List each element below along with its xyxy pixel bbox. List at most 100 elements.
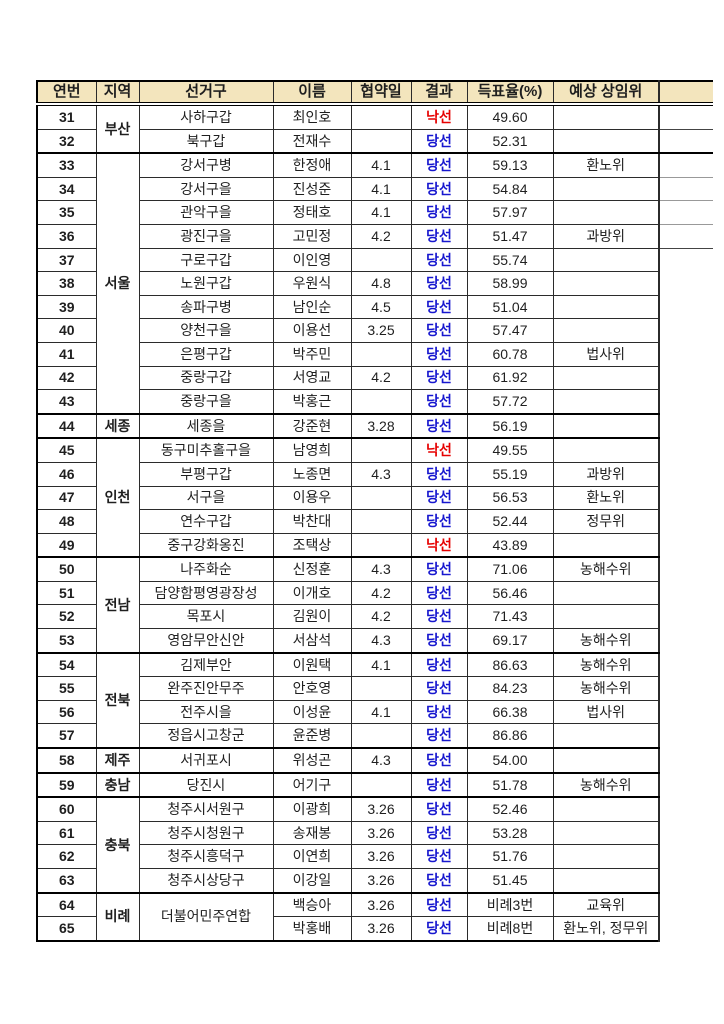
committee-cell: 농해수위 — [552, 652, 660, 678]
row-number-cell: 59 — [36, 772, 97, 799]
row-number-cell: 52 — [36, 604, 97, 630]
name-cell: 이개호 — [272, 580, 352, 606]
row-number-cell: 36 — [36, 223, 97, 249]
table-row: 48 연수구갑 박찬대 당선 52.44 정무위 — [36, 509, 713, 534]
agreement-date-cell — [350, 772, 412, 799]
name-cell: 박주민 — [272, 341, 352, 367]
vote-rate-cell: 56.53 — [466, 485, 554, 511]
district-cell: 당진시 — [138, 772, 274, 799]
row-number-cell: 39 — [36, 294, 97, 320]
result-cell: 당선 — [410, 820, 468, 846]
result-cell: 당선 — [410, 461, 468, 487]
result-cell: 당선 — [410, 628, 468, 654]
vote-rate-cell: 49.55 — [466, 437, 554, 463]
table-row: 60 충북 청주시서원구 이광희 3.26 당선 52.46 — [36, 796, 713, 894]
agreement-date-cell: 3.26 — [350, 844, 412, 869]
table-row: 33 서울 강서구병 한정애 4.1 당선 59.13 환노위 — [36, 152, 713, 415]
name-cell: 위성곤 — [272, 747, 352, 774]
vote-rate-cell: 86.63 — [466, 652, 554, 678]
name-cell: 박홍배 — [272, 916, 352, 942]
column-header-2: 지역 — [95, 80, 140, 106]
result-cell: 당선 — [410, 389, 468, 415]
committee-cell: 법사위 — [552, 699, 660, 725]
name-cell: 전재수 — [272, 128, 352, 155]
agreement-date-cell: 4.5 — [350, 294, 412, 320]
committee-cell — [552, 747, 660, 774]
table-row: 51 담양함평영광장성 이개호 4.2 당선 56.46 — [36, 580, 713, 606]
result-cell: 당선 — [410, 200, 468, 225]
agreement-date-cell — [350, 341, 412, 367]
vote-rate-cell: 51.76 — [466, 844, 554, 869]
result-cell: 낙선 — [410, 437, 468, 463]
name-cell: 서삼석 — [272, 628, 352, 654]
cutoff-column-cell — [658, 580, 713, 605]
row-number-cell: 51 — [36, 580, 97, 606]
result-cell: 당선 — [410, 676, 468, 701]
agreement-date-cell: 4.1 — [350, 200, 412, 225]
row-number-cell: 47 — [36, 485, 97, 511]
committee-cell: 과방위 — [552, 223, 660, 249]
name-cell: 최인호 — [272, 103, 352, 130]
vote-rate-cell: 69.17 — [466, 628, 554, 654]
cutoff-column-cell — [658, 820, 713, 845]
cutoff-column-cell — [658, 867, 713, 893]
cutoff-column-cell — [658, 223, 713, 249]
committee-cell — [552, 318, 660, 343]
table-row: 34 강서구을 진성준 4.1 당선 54.84 — [36, 176, 713, 202]
district-cell: 김제부안 — [138, 652, 274, 678]
committee-cell — [552, 200, 660, 225]
row-number-cell: 31 — [36, 103, 97, 130]
district-cell: 노원구갑 — [138, 271, 274, 296]
result-cell: 당선 — [410, 365, 468, 391]
column-header-5: 협약일 — [350, 80, 412, 106]
table-row: 46 부평구갑 노종면 4.3 당선 55.19 과방위 — [36, 461, 713, 487]
agreement-date-cell — [350, 247, 412, 273]
cutoff-column-cell — [658, 747, 713, 773]
committee-cell — [552, 103, 660, 130]
vote-rate-cell: 71.43 — [466, 604, 554, 630]
agreement-date-cell — [350, 103, 412, 130]
committee-cell: 농해수위 — [552, 676, 660, 701]
table-row: 45 인천 동구미추홀구을 남영희 낙선 49.55 — [36, 437, 713, 559]
vote-rate-cell: 43.89 — [466, 532, 554, 559]
agreement-date-cell: 4.3 — [350, 556, 412, 582]
table-row: 44 세종 세종을 강준현 3.28 당선 56.19 — [36, 413, 713, 440]
agreement-date-cell: 3.26 — [350, 892, 412, 918]
agreement-date-cell — [350, 676, 412, 701]
name-cell: 송재봉 — [272, 820, 352, 846]
table-row: 31 부산 사하구갑 최인호 낙선 49.60 — [36, 103, 713, 155]
agreement-date-cell — [350, 509, 412, 534]
name-cell: 이성윤 — [272, 699, 352, 725]
committee-cell — [552, 723, 660, 750]
table-row: 36 광진구을 고민정 4.2 당선 51.47 과방위 — [36, 223, 713, 249]
district-cell: 강서구을 — [138, 176, 274, 202]
district-cell: 관악구을 — [138, 200, 274, 225]
region-cell: 충북 — [95, 796, 140, 894]
district-cell: 중구강화옹진 — [138, 532, 274, 559]
agreement-date-cell: 4.3 — [350, 461, 412, 487]
vote-rate-cell: 56.46 — [466, 580, 554, 606]
name-cell: 안호영 — [272, 676, 352, 701]
table-row: 53 영암무안신안 서삼석 4.3 당선 69.17 농해수위 — [36, 628, 713, 654]
district-cell: 청주시청원구 — [138, 820, 274, 846]
region-cell: 부산 — [95, 103, 140, 155]
district-cell: 서귀포시 — [138, 747, 274, 774]
row-number-cell: 35 — [36, 200, 97, 225]
committee-cell — [552, 580, 660, 606]
district-cell: 정읍시고창군 — [138, 723, 274, 750]
committee-cell — [552, 247, 660, 273]
name-cell: 백승아 — [272, 892, 352, 918]
cutoff-column-cell — [658, 604, 713, 629]
name-cell: 강준현 — [272, 413, 352, 440]
cutoff-column-cell — [658, 796, 713, 822]
committee-cell — [552, 413, 660, 440]
name-cell: 우원식 — [272, 271, 352, 296]
cutoff-column-cell — [658, 532, 713, 558]
district-cell: 나주화순 — [138, 556, 274, 582]
name-cell: 이원택 — [272, 652, 352, 678]
region-cell: 서울 — [95, 152, 140, 415]
row-number-cell: 65 — [36, 916, 97, 942]
table-row: 62 청주시흥덕구 이연희 3.26 당선 51.76 — [36, 844, 713, 869]
district-cell: 강서구병 — [138, 152, 274, 178]
result-cell: 당선 — [410, 318, 468, 343]
